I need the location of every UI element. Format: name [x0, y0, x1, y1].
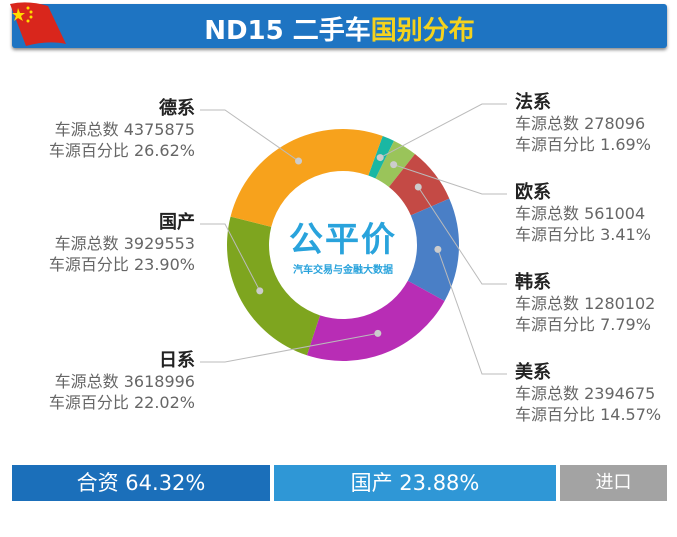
slice-count: 车源总数 561004 [515, 204, 646, 223]
label-1: 欧系 车源总数 561004 车源百分比 3.41% [515, 182, 651, 245]
label-6: 德系 车源总数 4375875 车源百分比 26.62% [20, 98, 195, 161]
slice-name: 国产 [159, 212, 195, 233]
slice-3 [407, 198, 459, 301]
title-banner: ND15 二手车国别分布 [12, 4, 667, 48]
logo: 公平价 汽车交易与金融大数据 [268, 212, 418, 276]
slice-name: 法系 [515, 92, 551, 113]
label-2: 韩系 车源总数 1280102 车源百分比 7.79% [515, 272, 655, 335]
leader-line-3 [437, 249, 507, 375]
leader-dot-1 [390, 161, 398, 169]
leader-line-5 [200, 223, 261, 292]
title-highlight: 国别分布 [370, 16, 475, 46]
slice-percent: 车源百分比 3.41% [515, 225, 651, 244]
summary-joint-venture: 合资 64.32% [12, 465, 270, 501]
slice-count: 车源总数 278096 [515, 114, 646, 133]
leader-dot-6 [295, 157, 303, 165]
slice-name: 日系 [159, 350, 195, 371]
leader-line-0 [379, 103, 507, 159]
slice-name: 德系 [159, 98, 195, 119]
leader-dot-5 [256, 287, 264, 295]
leader-dot-3 [434, 245, 442, 253]
leader-line-4 [200, 332, 378, 363]
slice-percent: 车源百分比 26.62% [48, 141, 195, 160]
slice-count: 车源总数 2394675 [515, 384, 656, 403]
logo-tagline: 汽车交易与金融大数据 [293, 265, 393, 276]
slice-name: 美系 [515, 362, 551, 383]
slice-6 [230, 128, 383, 227]
title-prefix: ND15 二手车 [204, 16, 371, 46]
slice-percent: 车源百分比 23.90% [48, 255, 195, 274]
slice-percent: 车源百分比 1.69% [515, 135, 651, 154]
leader-dot-4 [374, 329, 382, 337]
leader-dot-2 [414, 183, 422, 191]
slice-count: 车源总数 3618996 [54, 372, 195, 391]
slice-4 [306, 280, 445, 361]
leader-dot-0 [376, 154, 384, 162]
slice-name: 韩系 [515, 272, 551, 293]
label-0: 法系 车源总数 278096 车源百分比 1.69% [515, 92, 651, 155]
slice-count: 车源总数 4375875 [54, 120, 195, 139]
summary-import: 进口 11.81% [560, 465, 667, 529]
slice-count: 车源总数 3929553 [54, 234, 195, 253]
slice-5 [226, 216, 320, 356]
slice-percent: 车源百分比 7.79% [515, 315, 651, 334]
logo-name: 公平价 [289, 220, 397, 260]
slice-count: 车源总数 1280102 [515, 294, 656, 313]
label-5: 国产 车源总数 3929553 车源百分比 23.90% [20, 212, 195, 275]
label-4: 日系 车源总数 3618996 车源百分比 22.02% [20, 350, 195, 413]
donut-chart [200, 103, 507, 375]
summary-domestic: 国产 23.88% [274, 465, 556, 501]
page-title: ND15 二手车国别分布 [12, 10, 667, 47]
leader-line-6 [200, 109, 299, 162]
leader-line-2 [417, 186, 507, 285]
leader-line-1 [393, 164, 507, 195]
slice-percent: 车源百分比 22.02% [48, 393, 195, 412]
slice-percent: 车源百分比 14.57% [515, 405, 662, 424]
slice-name: 欧系 [515, 182, 551, 203]
label-3: 美系 车源总数 2394675 车源百分比 14.57% [515, 362, 661, 425]
china-flag-icon [10, 2, 66, 46]
